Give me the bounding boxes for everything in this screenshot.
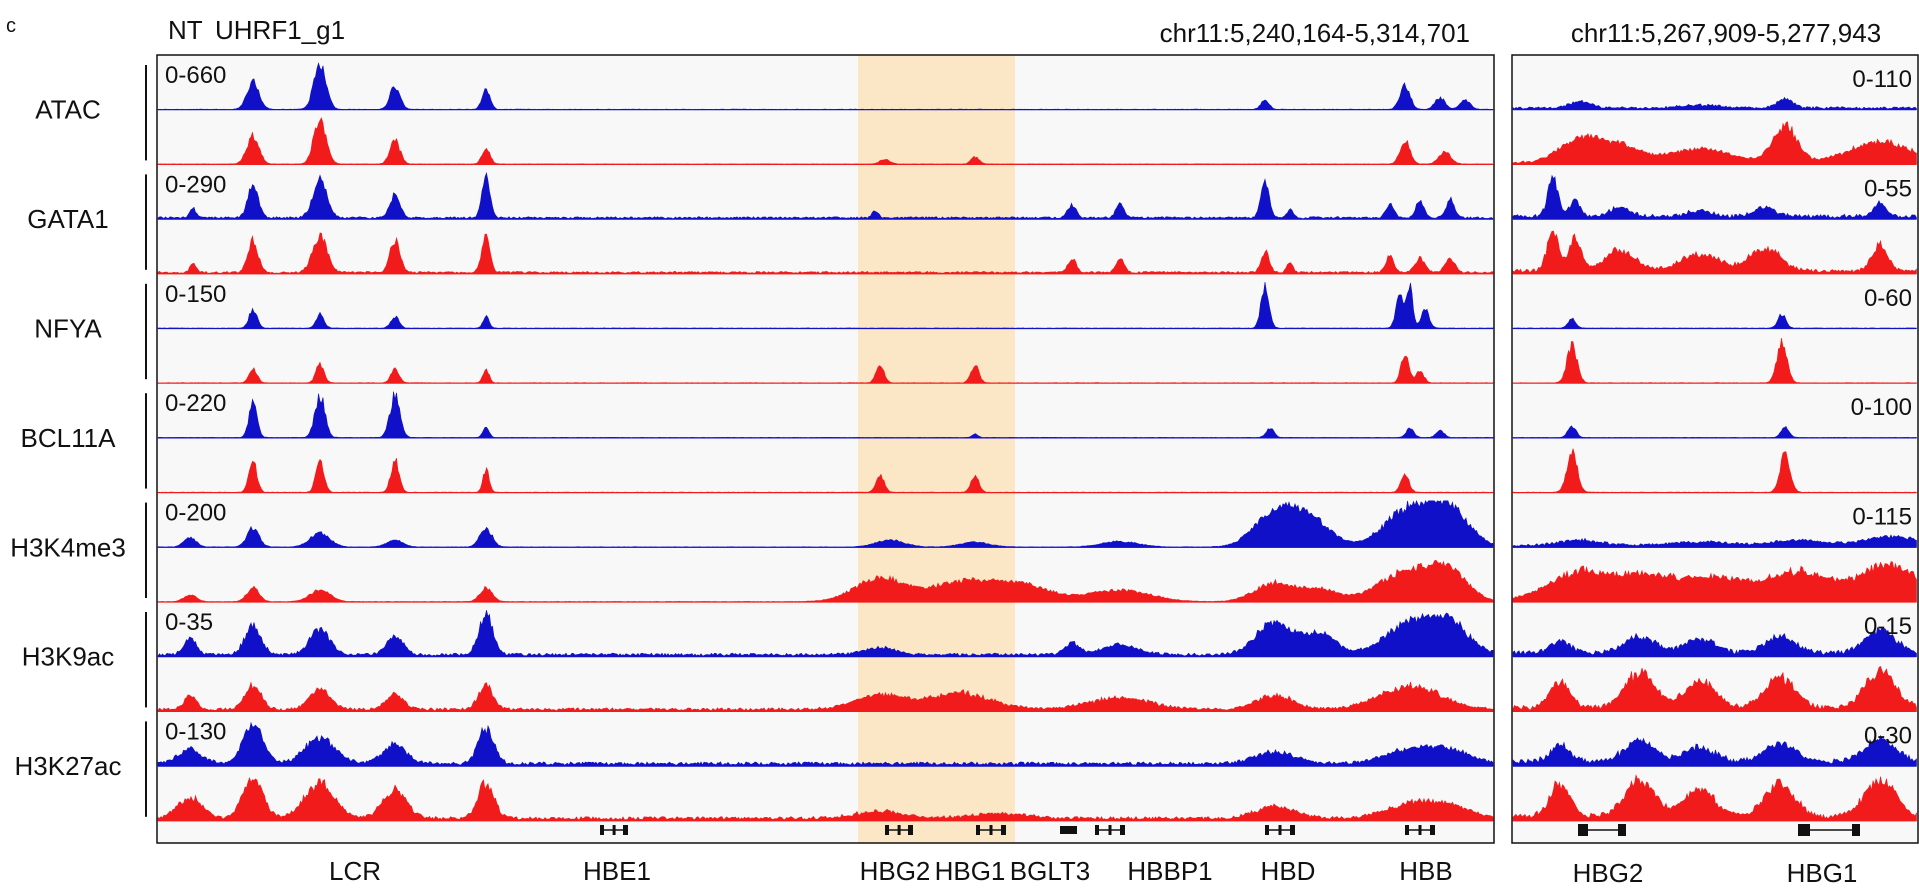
track-h3k27ac-nt [157, 721, 1494, 767]
zoom-range-label: 0-60 [1864, 285, 1912, 312]
hbb-exon [1418, 825, 1422, 835]
panel-label: c [6, 15, 16, 37]
track-h3k9ac-uhrf1 [157, 681, 1494, 712]
hbbp1-exon [1108, 825, 1112, 835]
main-range-label: 0-150 [165, 281, 226, 308]
zoom-atac-nt [1512, 96, 1917, 110]
zoom-hbg2-exon [1578, 824, 1588, 836]
zoom-range-label: 0-110 [1852, 66, 1912, 93]
gene-label: LCR [329, 856, 381, 886]
track-label: BCL11A [21, 423, 117, 453]
gene-label: HBBP1 [1127, 856, 1212, 886]
hbg2-exon [908, 825, 913, 835]
track-label: H3K27ac [15, 751, 122, 781]
zoom-gene-label: HBG2 [1573, 858, 1644, 888]
hbg1-exon [976, 825, 980, 835]
main-range-label: 0-660 [165, 62, 226, 89]
track-label: ATAC [35, 95, 100, 125]
hbd-exon [1278, 825, 1282, 835]
bglt3-exon [1060, 826, 1077, 834]
main-panel-bg [157, 55, 1494, 843]
zoom-h3k9ac-uhrf1 [1512, 665, 1917, 712]
hbb-exon [1430, 825, 1435, 835]
zoom-range-label: 0-100 [1851, 394, 1912, 421]
hbg-highlight-band [858, 55, 1015, 843]
main-range-label: 0-35 [165, 609, 213, 636]
hbe1-exon [600, 825, 604, 835]
legend-nt: NT [168, 15, 203, 45]
zoom-h3k4me3-uhrf1 [1512, 561, 1917, 603]
zoom-region-label: chr11:5,267,909-5,277,943 [1571, 18, 1881, 48]
main-range-label: 0-290 [165, 171, 226, 198]
hbbp1-exon [1120, 825, 1125, 835]
track-h3k27ac-uhrf1 [157, 776, 1494, 822]
zoom-atac-uhrf1 [1512, 121, 1917, 165]
hbg2-exon [885, 825, 889, 835]
gene-label: BGLT3 [1010, 856, 1090, 886]
hbg1-exon [1001, 825, 1006, 835]
zoom-range-label: 0-15 [1864, 613, 1912, 640]
track-gata1-uhrf1 [157, 232, 1494, 275]
zoom-h3k27ac-uhrf1 [1512, 774, 1917, 822]
main-region-label: chr11:5,240,164-5,314,701 [1160, 18, 1470, 48]
zoom-range-label: 0-30 [1864, 722, 1912, 749]
hbd-exon [1265, 825, 1269, 835]
zoom-h3k9ac-nt [1512, 626, 1917, 657]
main-panel-frame [156, 54, 1495, 844]
gene-label: HBE1 [583, 856, 651, 886]
hbg2-exon [897, 825, 901, 835]
panel-backgrounds [157, 55, 1918, 843]
hbb-exon [1405, 825, 1409, 835]
zoom-gata1-nt [1512, 174, 1917, 220]
zoom-range-label: 0-115 [1852, 504, 1912, 531]
zoom-gata1-uhrf1 [1512, 230, 1917, 275]
track-label: GATA1 [27, 204, 108, 234]
gene-label: HBD [1261, 856, 1316, 886]
main-range-label: 0-220 [165, 390, 226, 417]
zoom-hbg2-exon [1618, 824, 1626, 836]
track-labels: ATAC 0-660 0-110 GATA1 0-290 0-55 NFYA 0-150 0-6… [10, 62, 1912, 817]
track-label: NFYA [34, 314, 102, 344]
zoom-range-label: 0-55 [1864, 175, 1912, 202]
main-range-label: 0-130 [165, 718, 226, 745]
track-label: H3K4me3 [10, 532, 126, 562]
zoom-hbg1-exon [1852, 824, 1860, 836]
gene-annotations: LCR HBE1 HBG2 HBG1 BGLT3 HBBP1 HBD HBB HBG2 HBG1 [156, 54, 1919, 888]
hbd-exon [1290, 825, 1295, 835]
zoom-h3k4me3-nt [1512, 534, 1917, 548]
gene-label: HBB [1399, 856, 1452, 886]
signal-tracks [157, 62, 1917, 822]
zoom-h3k27ac-nt [1512, 734, 1917, 767]
main-range-label: 0-200 [165, 500, 226, 527]
gene-label: HBG2 [860, 856, 931, 886]
hbe1-exon [623, 825, 628, 835]
track-gata1-nt [157, 171, 1494, 220]
hbe1-exon [612, 825, 616, 835]
track-label: H3K9ac [22, 642, 115, 672]
hbbp1-exon [1095, 825, 1099, 835]
zoom-hbg1-exon [1798, 824, 1810, 836]
track-h3k9ac-nt [157, 610, 1494, 657]
zoom-gene-label: HBG1 [1787, 858, 1858, 888]
legend-uhrf1: UHRF1_g1 [215, 15, 345, 45]
gene-label: HBG1 [935, 856, 1006, 886]
hbg1-exon [989, 825, 993, 835]
zoom-panel-frame [1511, 54, 1919, 844]
